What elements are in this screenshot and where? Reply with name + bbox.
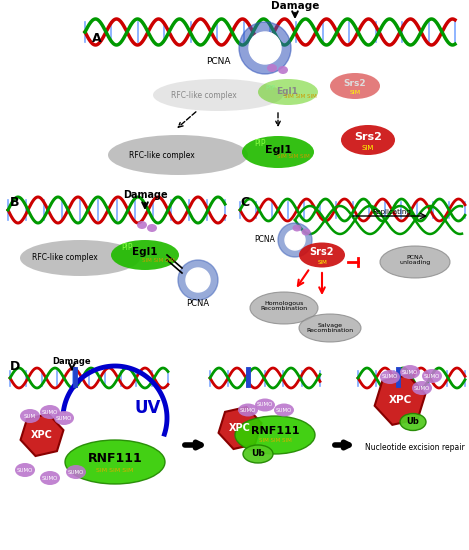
Text: PIP: PIP [254, 140, 266, 148]
Text: C: C [240, 195, 249, 208]
Text: PCNA: PCNA [206, 58, 230, 67]
Text: RNF111: RNF111 [251, 426, 299, 436]
Text: Replicating: Replicating [373, 209, 411, 215]
Ellipse shape [40, 405, 60, 419]
Text: Srs2: Srs2 [354, 132, 382, 142]
Ellipse shape [15, 463, 35, 477]
Ellipse shape [400, 414, 426, 431]
Text: Egl1: Egl1 [132, 247, 158, 257]
Text: SIM SIM SIM: SIM SIM SIM [142, 257, 174, 262]
Ellipse shape [54, 411, 74, 425]
Text: B: B [10, 195, 20, 208]
Text: SIM SIM SIM: SIM SIM SIM [96, 468, 134, 472]
Text: UV: UV [135, 399, 161, 417]
Text: SUMO: SUMO [42, 410, 58, 415]
Circle shape [186, 268, 210, 292]
Text: SUMO: SUMO [402, 370, 418, 375]
Text: Egl1: Egl1 [265, 145, 292, 155]
Ellipse shape [412, 381, 432, 395]
Ellipse shape [243, 445, 273, 463]
Text: Homologous
Recombination: Homologous Recombination [260, 301, 308, 311]
Ellipse shape [380, 370, 400, 384]
Ellipse shape [330, 73, 380, 99]
Text: Damage: Damage [53, 358, 91, 366]
Ellipse shape [422, 369, 442, 383]
Text: SUMO: SUMO [382, 375, 398, 379]
Ellipse shape [66, 465, 86, 479]
Ellipse shape [250, 292, 318, 324]
Text: SIM SIM SIM: SIM SIM SIM [284, 94, 317, 98]
Text: SUMO: SUMO [276, 408, 292, 412]
Text: SUMO: SUMO [257, 403, 273, 408]
Circle shape [239, 22, 291, 74]
Text: SUMO: SUMO [240, 408, 256, 412]
Text: SUMO: SUMO [42, 476, 58, 481]
Text: SUMO: SUMO [424, 373, 440, 378]
Ellipse shape [235, 416, 315, 454]
Circle shape [285, 230, 305, 250]
Text: Damage: Damage [123, 190, 167, 200]
Text: PCNA: PCNA [255, 235, 275, 245]
Text: Ub: Ub [251, 449, 265, 459]
Text: SUMO: SUMO [56, 415, 72, 421]
Ellipse shape [137, 221, 147, 229]
Text: A: A [92, 31, 102, 45]
Text: SIM SIM SIM: SIM SIM SIM [258, 438, 291, 443]
Text: Egl1: Egl1 [276, 87, 298, 96]
Text: RFC-like complex: RFC-like complex [129, 151, 195, 160]
Ellipse shape [255, 399, 275, 411]
Ellipse shape [267, 64, 277, 72]
Text: PIP: PIP [121, 244, 133, 252]
Text: Ub: Ub [407, 417, 419, 426]
Text: Damage: Damage [271, 1, 319, 11]
Circle shape [249, 32, 281, 64]
Ellipse shape [40, 471, 60, 485]
Ellipse shape [238, 404, 258, 416]
Text: SIM SIM SIM: SIM SIM SIM [277, 155, 310, 159]
Text: Srs2: Srs2 [310, 247, 334, 257]
Ellipse shape [293, 224, 302, 232]
Text: Srs2: Srs2 [344, 80, 366, 89]
Ellipse shape [65, 440, 165, 484]
Text: D: D [10, 360, 20, 373]
Ellipse shape [258, 79, 318, 105]
Text: XPC: XPC [229, 423, 251, 433]
Ellipse shape [278, 66, 288, 74]
Ellipse shape [111, 240, 179, 270]
Text: RNF111: RNF111 [88, 452, 143, 465]
Ellipse shape [242, 136, 314, 168]
Text: RFC-like complex: RFC-like complex [32, 254, 98, 262]
Text: SIM: SIM [349, 90, 361, 95]
Text: SUMO: SUMO [414, 386, 430, 390]
Ellipse shape [299, 314, 361, 342]
Text: Nucleotide excision repair: Nucleotide excision repair [365, 443, 465, 453]
Text: PIP: PIP [265, 85, 275, 91]
Circle shape [178, 260, 218, 300]
Ellipse shape [341, 125, 395, 155]
Text: XPC: XPC [31, 430, 53, 440]
Text: SUM: SUM [24, 414, 36, 419]
Text: SIM: SIM [317, 260, 327, 265]
Text: PCNA
unloading: PCNA unloading [400, 255, 431, 266]
Ellipse shape [147, 224, 157, 232]
Circle shape [278, 223, 312, 257]
Text: SUMO: SUMO [68, 470, 84, 475]
Ellipse shape [20, 409, 40, 423]
Text: SUMO: SUMO [17, 468, 33, 472]
Text: SIM: SIM [362, 145, 374, 151]
Text: PCNA: PCNA [187, 300, 210, 309]
Ellipse shape [400, 365, 420, 379]
Ellipse shape [20, 240, 140, 276]
Ellipse shape [153, 79, 283, 111]
Ellipse shape [108, 135, 248, 175]
Text: RFC-like complex: RFC-like complex [171, 91, 237, 100]
Ellipse shape [380, 246, 450, 278]
Ellipse shape [274, 404, 294, 416]
Ellipse shape [302, 228, 310, 235]
Ellipse shape [299, 243, 345, 267]
Text: Salvage
Recombination: Salvage Recombination [306, 323, 354, 333]
Text: XPC: XPC [388, 395, 412, 405]
